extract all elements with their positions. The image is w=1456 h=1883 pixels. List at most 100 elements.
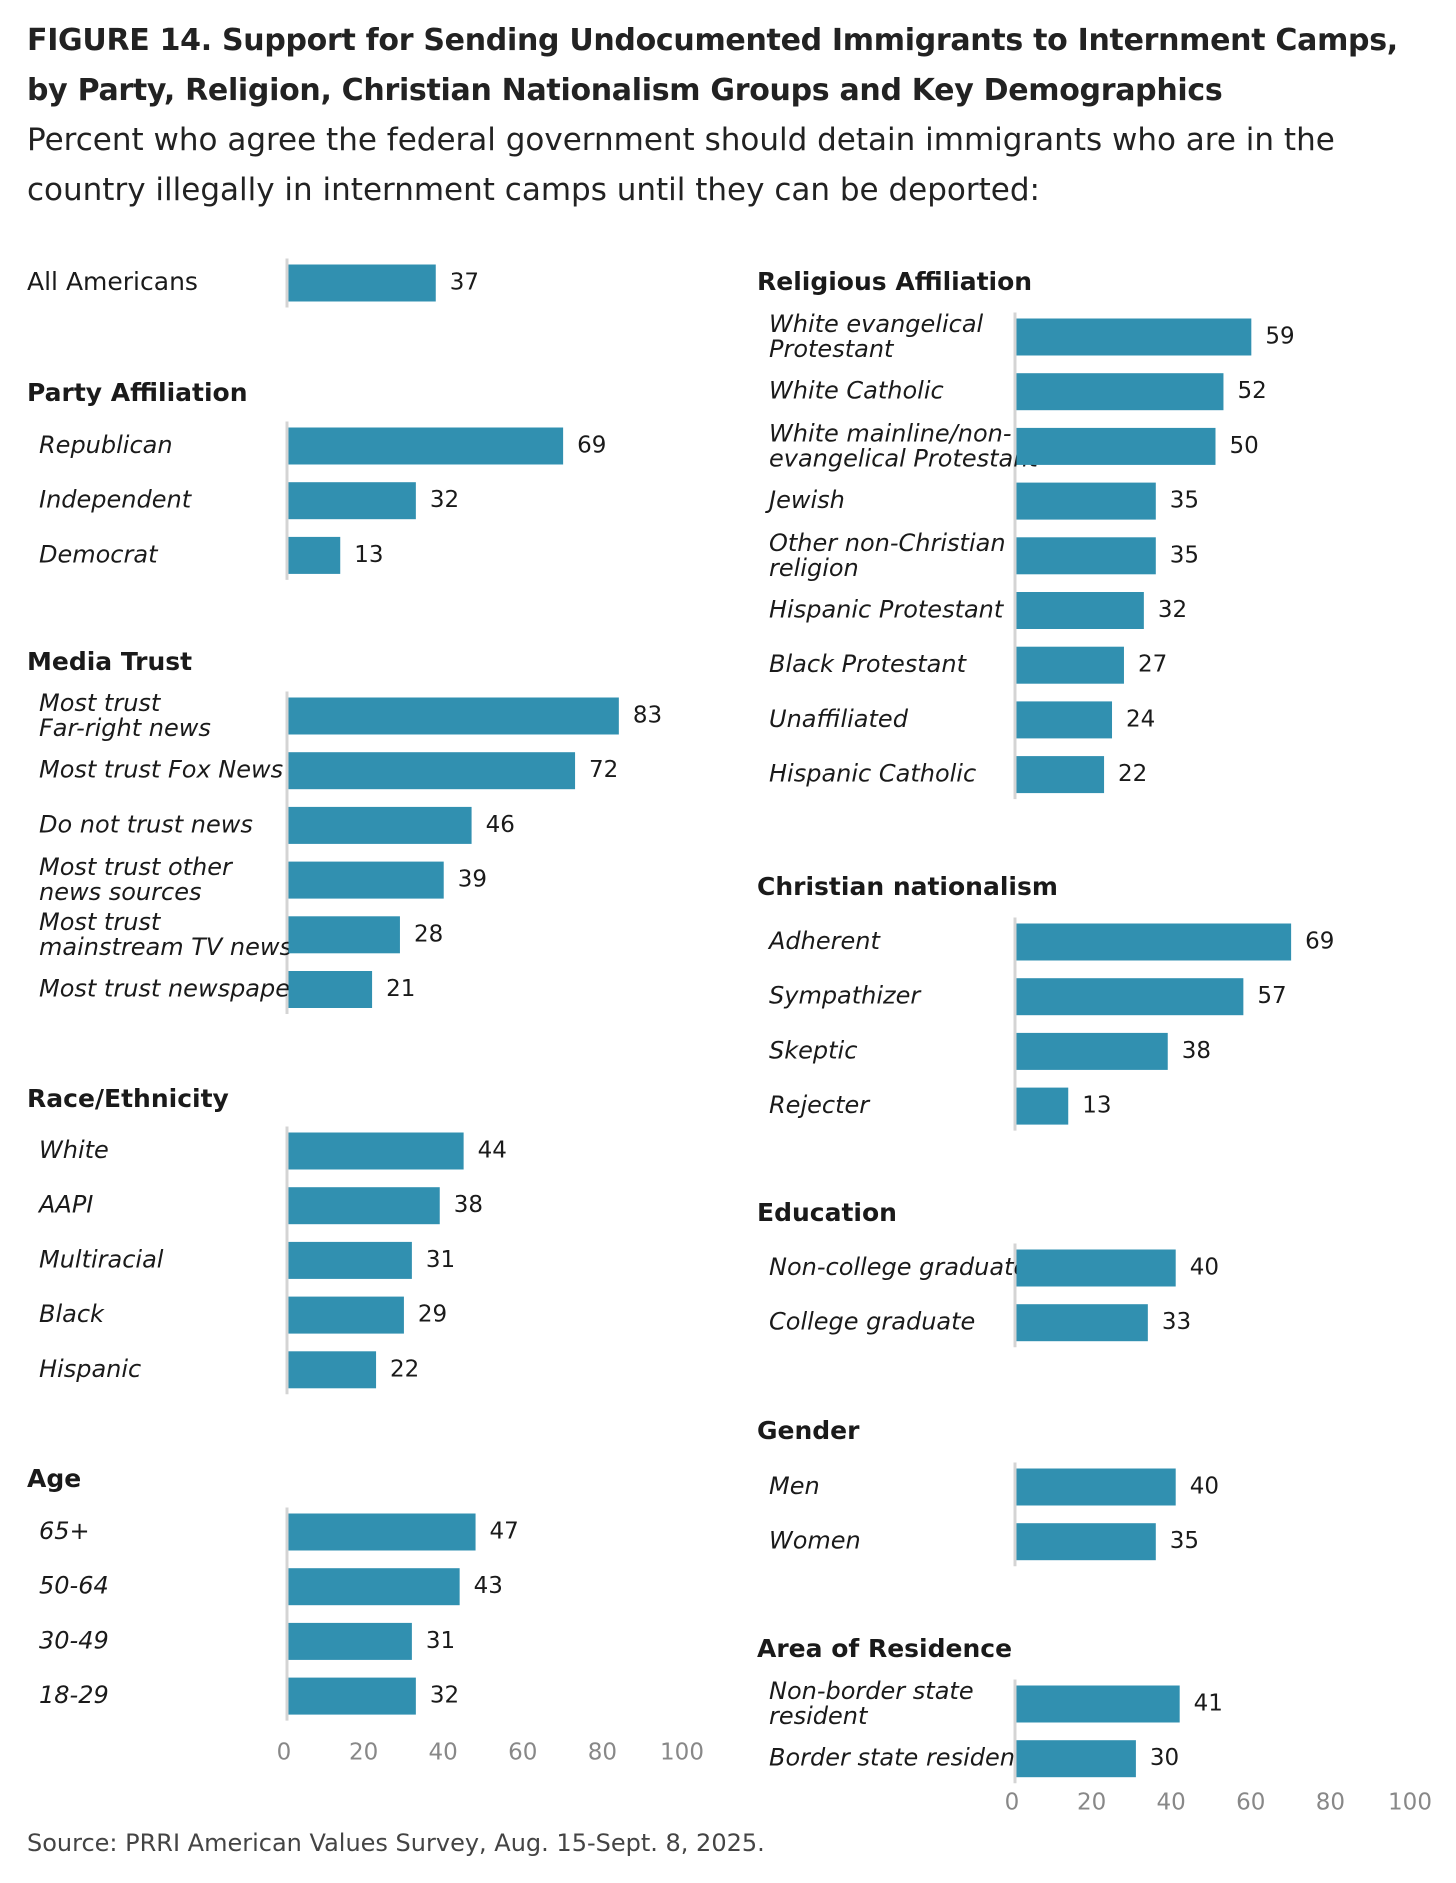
group-title: Race/Ethnicity <box>27 1084 229 1113</box>
category-label: Hispanic <box>39 1355 141 1383</box>
category-label: Most trust mainstream TV news <box>39 908 292 961</box>
value-label: 41 <box>1194 1691 1223 1717</box>
value-label: 35 <box>1170 1528 1199 1554</box>
group-race-ethnicity: Race/Ethnicity White 44 AAPI 38 Multiracial 31… <box>27 1084 507 1395</box>
value-label: 32 <box>1158 597 1187 623</box>
category-label: AAPI <box>37 1191 93 1219</box>
value-label: 28 <box>414 921 443 947</box>
tick-label: 80 <box>1316 1790 1345 1816</box>
group-title: Education <box>757 1198 897 1227</box>
category-label: Do not trust news <box>39 810 253 838</box>
category-label: White evangelical Protestant <box>769 310 984 363</box>
category-label: Border state resident <box>769 1744 1026 1772</box>
bar <box>1016 646 1124 684</box>
category-label: Most trust newspapers <box>39 975 312 1003</box>
category-label: Unaffiliated <box>769 705 909 733</box>
category-label: 65+ <box>39 1517 90 1545</box>
value-label: 40 <box>1190 1255 1219 1281</box>
value-label: 38 <box>454 1192 483 1218</box>
value-label: 40 <box>1190 1474 1219 1500</box>
figure-title: FIGURE 14. Support for Sending Undocumen… <box>27 23 1398 108</box>
bar <box>1016 978 1244 1016</box>
bar <box>288 806 472 844</box>
category-label: Most trust Fox News <box>39 756 283 784</box>
bar <box>1016 1087 1069 1125</box>
category-label: Republican <box>39 431 173 459</box>
category-label: Hispanic Protestant <box>769 596 1005 624</box>
bar <box>1016 1249 1176 1287</box>
bar <box>288 971 373 1008</box>
bar <box>1016 701 1113 739</box>
category-label: Democrat <box>39 540 159 568</box>
tick-label: 20 <box>1077 1790 1106 1816</box>
value-label: 52 <box>1237 378 1266 404</box>
source-note: Source: PRRI American Values Survey, Aug… <box>27 1829 765 1857</box>
bar <box>1016 373 1224 411</box>
value-label: 27 <box>1138 652 1167 678</box>
bar <box>288 427 564 465</box>
bar <box>288 1351 377 1389</box>
group-christian-nationalism: Christian nationalism Adherent 69 Sympathiz… <box>757 872 1334 1131</box>
bar <box>1016 318 1252 356</box>
value-label: 69 <box>577 433 606 459</box>
group-title: Gender <box>757 1416 860 1445</box>
tick-label: 20 <box>349 1740 378 1766</box>
tick-label: 100 <box>1388 1790 1432 1816</box>
category-label: White Catholic <box>769 377 944 405</box>
group-title: Area of Residence <box>757 1634 1012 1663</box>
bar <box>288 861 444 899</box>
category-label: Sympathizer <box>769 982 922 1010</box>
value-label: 35 <box>1170 488 1199 514</box>
tick-label: 60 <box>1236 1790 1265 1816</box>
bar <box>1016 1523 1156 1561</box>
group-all-americans: All Americans 37 <box>27 258 479 308</box>
bar <box>288 482 416 520</box>
right-panel: Religious Affiliation White evangelical Pr… <box>757 267 1432 1816</box>
bar <box>288 916 400 954</box>
group-title: Religious Affiliation <box>757 267 1032 296</box>
bar <box>288 536 341 574</box>
group-age: Age 65+ 47 50-64 43 30-49 31 18-29 32 <box>27 1464 519 1721</box>
value-label: 59 <box>1265 324 1294 350</box>
tick-label: 0 <box>1005 1790 1020 1816</box>
value-label: 29 <box>418 1302 447 1328</box>
category-label: All Americans <box>27 267 198 296</box>
group-title: Media Trust <box>27 647 192 676</box>
value-label: 50 <box>1230 433 1259 459</box>
value-label: 37 <box>450 270 479 296</box>
value-label: 57 <box>1257 983 1286 1009</box>
category-label: White mainline/non-evangelical Protestan… <box>769 419 1039 472</box>
bar <box>1016 923 1292 961</box>
bar <box>288 1622 412 1660</box>
value-label: 83 <box>633 703 662 729</box>
category-label: Most trust other news sources <box>39 853 234 906</box>
bar <box>288 697 619 735</box>
bar <box>1016 756 1105 794</box>
bar <box>288 264 436 302</box>
value-label: 13 <box>1082 1093 1111 1119</box>
group-media-trust: Media Trust Most trust Far-right news 83 Mos… <box>27 647 662 1014</box>
group-education: Education Non-college graduate 40 College g… <box>757 1198 1219 1348</box>
tick-label: 60 <box>508 1740 537 1766</box>
bar <box>1016 1685 1180 1723</box>
value-label: 22 <box>1118 761 1147 787</box>
figure-subtitle: Percent who agree the federal government… <box>27 122 1335 208</box>
value-label: 39 <box>458 867 487 893</box>
value-label: 31 <box>426 1247 455 1273</box>
left-panel: All Americans 37 Party Affiliation Republic… <box>27 258 704 1766</box>
category-label: Non-border state resident <box>769 1677 974 1730</box>
group-area-of-residence: Area of Residence Non-border state residen… <box>757 1634 1223 1784</box>
bar <box>288 1132 464 1170</box>
tick-label: 80 <box>588 1740 617 1766</box>
value-label: 30 <box>1150 1745 1179 1771</box>
bar <box>1016 592 1144 629</box>
value-label: 69 <box>1305 929 1334 955</box>
category-label: Skeptic <box>769 1036 857 1064</box>
tick-label: 40 <box>429 1740 458 1766</box>
category-label: Multiracial <box>39 1245 164 1273</box>
category-label: Other non-Christian religion <box>769 529 1006 582</box>
bar <box>1016 1032 1168 1070</box>
category-label: Women <box>769 1527 861 1555</box>
value-label: 33 <box>1162 1309 1191 1335</box>
